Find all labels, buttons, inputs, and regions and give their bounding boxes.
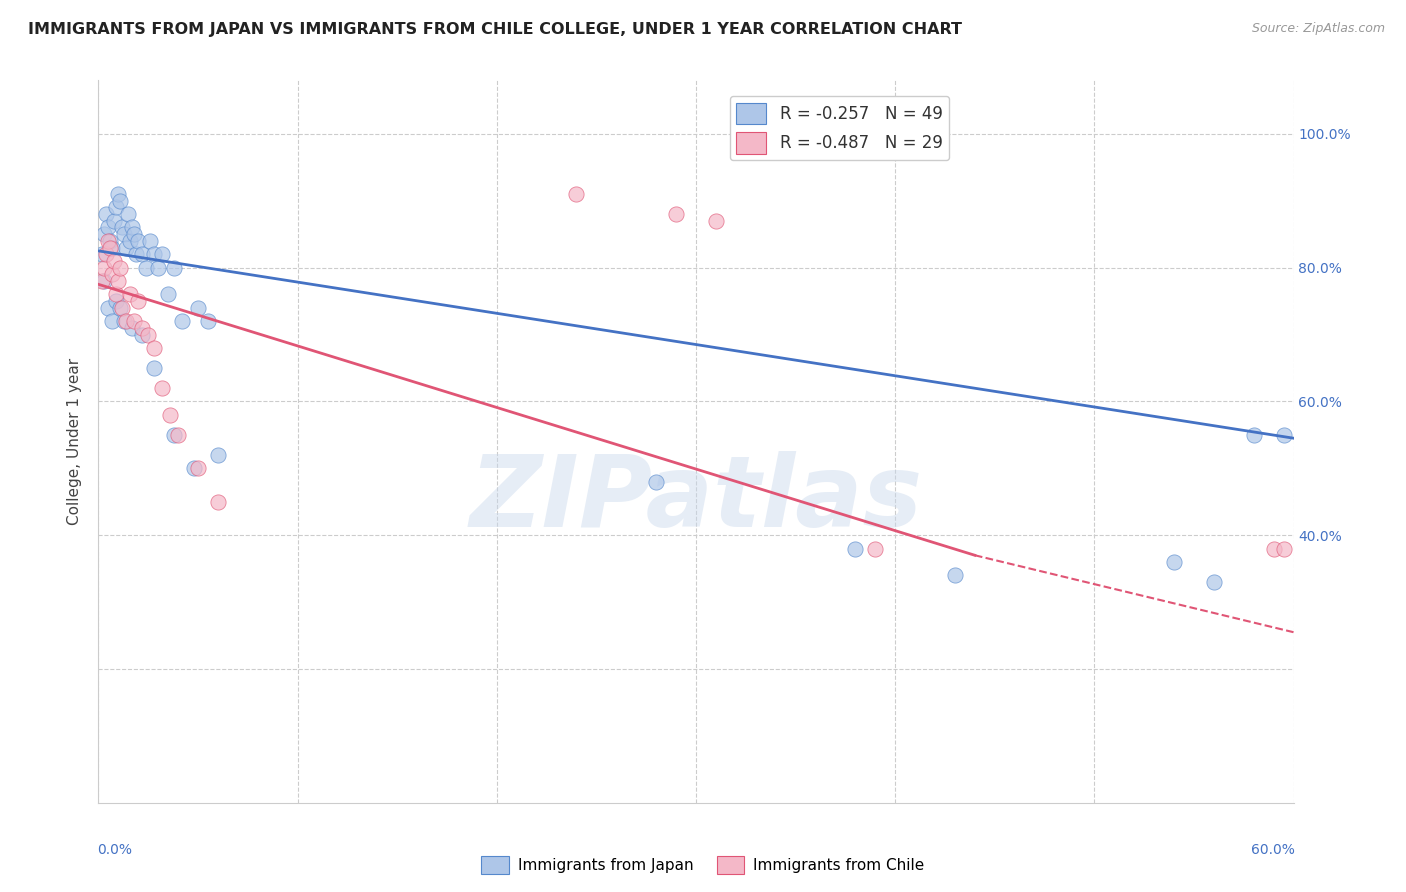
Point: [93, 274, 115, 288]
Point: [112, 227, 135, 242]
Point: [207, 494, 229, 508]
Point: [1272, 541, 1295, 556]
Point: [197, 314, 219, 328]
Point: [844, 541, 866, 556]
Point: [150, 381, 173, 395]
Point: [98, 241, 122, 255]
Point: [111, 301, 134, 315]
Point: [96, 247, 118, 261]
Point: [135, 260, 157, 275]
Point: [157, 287, 180, 301]
Point: [115, 314, 138, 328]
Point: [150, 247, 173, 261]
Point: [93, 227, 115, 242]
Text: 60.0%: 60.0%: [1251, 843, 1295, 856]
Point: [1272, 427, 1295, 442]
Point: [143, 361, 166, 376]
Point: [131, 321, 153, 335]
Point: [183, 461, 205, 475]
Legend: Immigrants from Japan, Immigrants from Chile: Immigrants from Japan, Immigrants from C…: [475, 850, 931, 880]
Legend: R = -0.257   N = 49, R = -0.487   N = 29: R = -0.257 N = 49, R = -0.487 N = 29: [730, 95, 949, 161]
Point: [111, 220, 134, 235]
Point: [187, 301, 209, 315]
Point: [97, 301, 120, 315]
Point: [167, 427, 190, 442]
Point: [1163, 555, 1185, 569]
Point: [97, 220, 120, 235]
Point: [127, 234, 149, 248]
Point: [101, 268, 124, 282]
Point: [120, 287, 142, 301]
Point: [943, 568, 966, 582]
Point: [105, 294, 128, 309]
Point: [163, 427, 186, 442]
Point: [110, 260, 132, 275]
Point: [207, 448, 229, 462]
Point: [115, 241, 138, 255]
Point: [187, 461, 209, 475]
Point: [91, 247, 114, 261]
Point: [704, 214, 727, 228]
Point: [101, 314, 124, 328]
Point: [91, 274, 114, 288]
Point: [131, 247, 153, 261]
Point: [124, 314, 146, 328]
Point: [105, 287, 128, 301]
Text: ZIPatlas: ZIPatlas: [470, 450, 922, 548]
Point: [143, 247, 166, 261]
Point: [127, 294, 149, 309]
Text: IMMIGRANTS FROM JAPAN VS IMMIGRANTS FROM CHILE COLLEGE, UNDER 1 YEAR CORRELATION: IMMIGRANTS FROM JAPAN VS IMMIGRANTS FROM…: [28, 22, 962, 37]
Point: [93, 260, 115, 275]
Point: [143, 341, 166, 355]
Point: [645, 475, 668, 489]
Point: [159, 408, 181, 422]
Point: [136, 327, 159, 342]
Point: [110, 194, 132, 208]
Point: [101, 241, 124, 255]
Text: 0.0%: 0.0%: [97, 843, 132, 856]
Point: [124, 227, 146, 242]
Point: [163, 260, 186, 275]
Point: [120, 234, 142, 248]
Point: [139, 234, 162, 248]
Point: [865, 541, 887, 556]
Point: [103, 214, 125, 228]
Point: [121, 220, 143, 235]
Point: [1243, 427, 1265, 442]
Point: [97, 234, 120, 248]
Point: [107, 274, 129, 288]
Point: [105, 201, 128, 215]
Point: [148, 260, 170, 275]
Point: [103, 254, 125, 268]
Point: [565, 187, 588, 202]
Point: [121, 321, 143, 335]
Point: [107, 187, 129, 202]
Point: [1202, 575, 1225, 590]
Point: [172, 314, 194, 328]
Point: [98, 234, 122, 248]
Y-axis label: College, Under 1 year: College, Under 1 year: [67, 358, 83, 525]
Point: [112, 314, 135, 328]
Point: [110, 301, 132, 315]
Point: [665, 207, 688, 221]
Point: [1263, 541, 1285, 556]
Point: [117, 207, 139, 221]
Point: [125, 247, 148, 261]
Text: Source: ZipAtlas.com: Source: ZipAtlas.com: [1251, 22, 1385, 36]
Point: [96, 207, 118, 221]
Point: [131, 327, 153, 342]
